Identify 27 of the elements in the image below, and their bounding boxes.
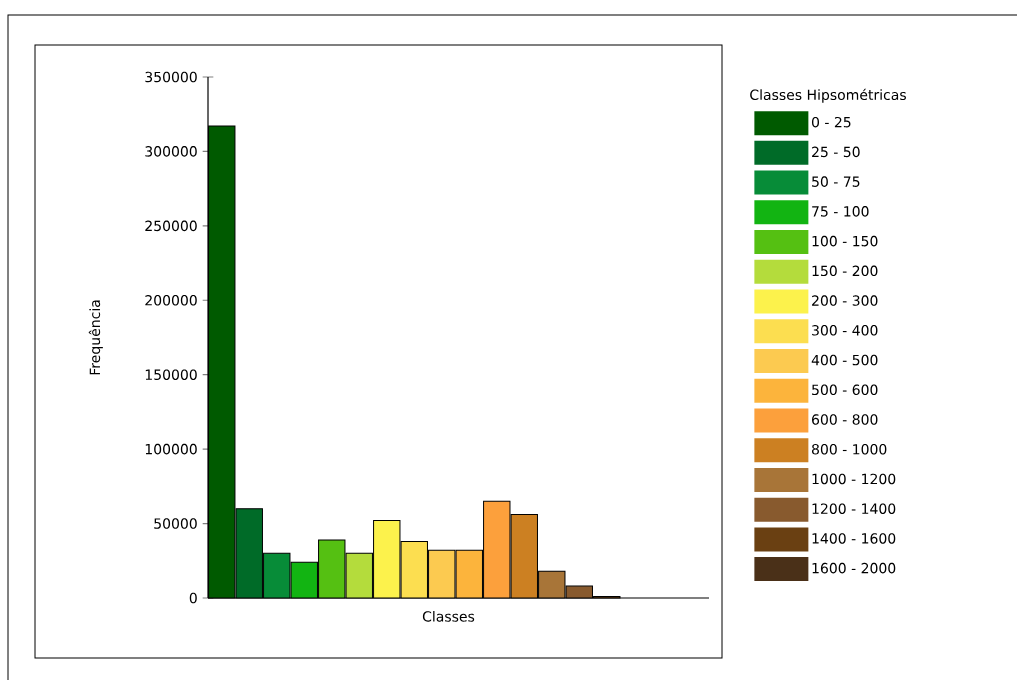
legend-label: 1200 - 1400 [812, 503, 896, 514]
legend-label: 400 - 500 [811, 354, 878, 366]
y-tick-label: 300000 [145, 146, 197, 157]
y-axis-title: Frequência [88, 300, 103, 375]
legend-label: 300 - 400 [812, 325, 878, 336]
legend-label: 1400 - 1600 [812, 533, 896, 544]
legend-label: 150 - 200 [812, 265, 878, 277]
legend-label: 0 - 25 [811, 116, 851, 128]
x-axis-title: Classes [422, 610, 475, 622]
y-tick-label: 250000 [145, 220, 197, 232]
y-tick-label: 200000 [145, 294, 197, 306]
legend-label: 25 - 50 [812, 146, 860, 158]
legend-label: 1000 - 1200 [812, 473, 896, 485]
y-tick-label: 50000 [154, 518, 197, 529]
legend-label: 100 - 150 [812, 235, 878, 247]
legend-label: 500 - 600 [812, 384, 878, 396]
legend-label: 600 - 800 [812, 414, 878, 425]
y-tick-label: 0 [189, 592, 197, 604]
legend-title: Classes Hipsométricas [750, 88, 906, 103]
y-tick-label: 150000 [145, 369, 197, 380]
legend-label: 200 - 300 [812, 295, 878, 306]
legend-label: 50 - 75 [812, 176, 860, 187]
legend-label: 1600 - 2000 [812, 562, 896, 574]
y-tick-label: 100000 [145, 443, 197, 455]
y-tick-label: 350000 [145, 71, 197, 83]
legend-label: 75 - 100 [812, 206, 869, 217]
legend-label: 800 - 1000 [811, 443, 887, 455]
